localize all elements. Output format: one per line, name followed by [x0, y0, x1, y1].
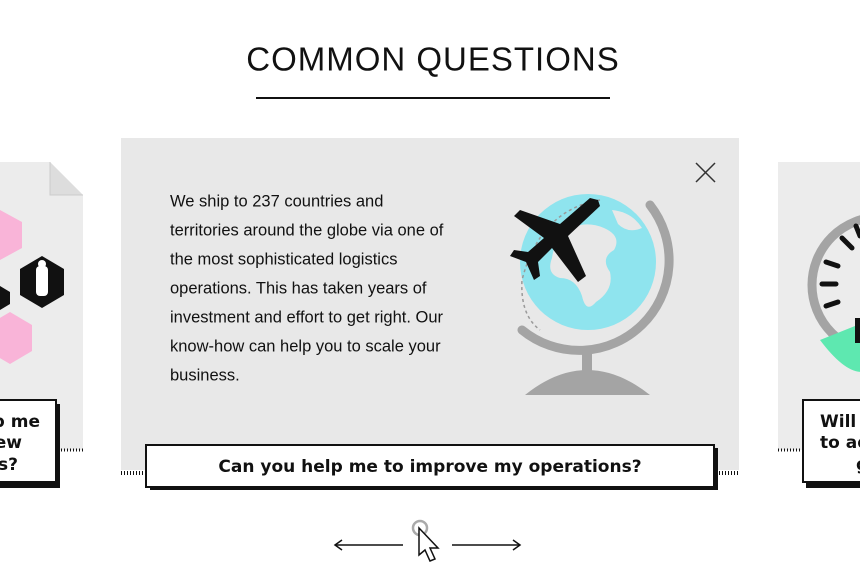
- question-line: to ad: [820, 433, 860, 453]
- globe-base: [525, 370, 650, 395]
- globe-illustration: [510, 194, 674, 395]
- answer-line: We ship to 237 countries and: [170, 192, 383, 210]
- answer-line: business.: [170, 366, 240, 384]
- prev-arrow[interactable]: [333, 539, 403, 551]
- answer-text: We ship to 237 countries and territories …: [170, 192, 444, 384]
- clock-ticks: [819, 223, 860, 309]
- question-button: [802, 399, 860, 483]
- question-button[interactable]: Can you help me to improve my operations…: [145, 444, 718, 490]
- button-box: [145, 444, 715, 488]
- answer-line: investment and effort to get right. Our: [170, 308, 444, 326]
- mouse-cursor: [418, 526, 440, 562]
- question-line: p me: [0, 412, 40, 432]
- hexagon: [0, 210, 22, 260]
- question-line: ew: [0, 433, 22, 453]
- arrow-head: [512, 539, 522, 551]
- answer-line: territories around the globe via one of: [170, 221, 444, 239]
- globe-stand: [517, 200, 674, 355]
- question-text: Can you help me to improve my operations…: [218, 457, 641, 477]
- main-card: We ship to 237 countries and territories …: [121, 138, 739, 490]
- answer-line: know-how can help you to scale your: [170, 337, 441, 355]
- clock-hand: [855, 318, 860, 343]
- left-card[interactable]: p me ew s?: [0, 162, 83, 488]
- person-icon: [38, 260, 46, 268]
- globe-stand: [582, 350, 592, 372]
- person-icon: [36, 266, 48, 296]
- close-button[interactable]: [695, 162, 716, 183]
- next-arrow[interactable]: [452, 539, 522, 551]
- right-card[interactable]: Will to ad g: [778, 162, 860, 488]
- page-fold: [49, 162, 83, 196]
- hexagon: [0, 286, 10, 310]
- answer-line: the most sophisticated logistics: [170, 250, 397, 268]
- clock-ring: [807, 215, 860, 355]
- answer-line: operations. This has taken years of: [170, 279, 427, 297]
- airplane: [510, 198, 600, 282]
- hexagon: [0, 312, 32, 364]
- question-line: Will: [820, 412, 856, 432]
- question-line: s?: [0, 455, 18, 475]
- section-title: COMMON QUESTIONS: [246, 41, 620, 78]
- continent: [612, 210, 642, 231]
- card-bg: [121, 138, 739, 470]
- question-button: [0, 399, 57, 483]
- close-icon: [695, 162, 716, 183]
- accent-shape: [820, 324, 860, 372]
- question-line: g: [856, 455, 860, 475]
- arrow-head: [333, 539, 343, 551]
